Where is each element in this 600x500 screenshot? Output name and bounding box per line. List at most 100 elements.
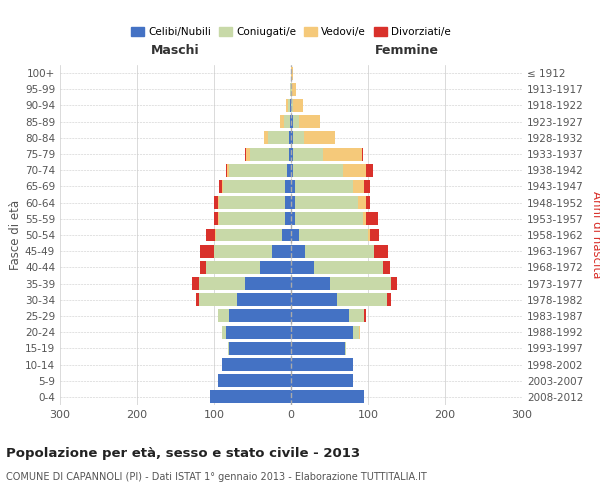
Text: COMUNE DI CAPANNOLI (PI) - Dati ISTAT 1° gennaio 2013 - Elaborazione TUTTITALIA.: COMUNE DI CAPANNOLI (PI) - Dati ISTAT 1°…: [6, 472, 427, 482]
Bar: [291, 261, 314, 274]
Bar: [291, 148, 293, 160]
Bar: [210, 390, 291, 404]
Bar: [299, 115, 320, 128]
Bar: [289, 148, 291, 160]
Bar: [358, 196, 365, 209]
Bar: [353, 326, 359, 338]
Bar: [220, 196, 285, 209]
Bar: [214, 196, 218, 209]
Bar: [367, 164, 373, 176]
Bar: [226, 326, 291, 338]
Bar: [229, 342, 291, 355]
Bar: [290, 115, 291, 128]
Bar: [226, 164, 227, 176]
Bar: [280, 115, 284, 128]
Bar: [223, 180, 285, 193]
Bar: [365, 196, 370, 209]
Bar: [293, 99, 302, 112]
Y-axis label: Fasce di età: Fasce di età: [9, 200, 22, 270]
Bar: [291, 374, 353, 387]
Bar: [214, 244, 272, 258]
Bar: [284, 115, 290, 128]
Bar: [314, 261, 383, 274]
Bar: [304, 132, 335, 144]
Bar: [345, 342, 346, 355]
Bar: [349, 310, 364, 322]
Bar: [264, 132, 268, 144]
Bar: [291, 342, 345, 355]
Bar: [220, 180, 222, 193]
Bar: [362, 148, 364, 160]
Bar: [291, 310, 349, 322]
Bar: [367, 212, 378, 226]
Bar: [220, 212, 285, 226]
Bar: [214, 212, 218, 226]
Bar: [228, 342, 229, 355]
Text: Maschi: Maschi: [151, 44, 200, 57]
Bar: [222, 326, 226, 338]
Bar: [222, 358, 291, 371]
Bar: [229, 310, 291, 322]
Text: Femmine: Femmine: [374, 44, 439, 57]
Bar: [227, 164, 229, 176]
Bar: [291, 196, 295, 209]
Bar: [222, 180, 223, 193]
Bar: [359, 326, 360, 338]
Bar: [291, 277, 329, 290]
Bar: [293, 115, 299, 128]
Bar: [293, 164, 343, 176]
Bar: [353, 180, 364, 193]
Bar: [268, 132, 289, 144]
Bar: [391, 277, 397, 290]
Bar: [374, 244, 388, 258]
Bar: [260, 261, 291, 274]
Bar: [272, 244, 291, 258]
Bar: [299, 228, 368, 241]
Bar: [291, 83, 292, 96]
Bar: [329, 277, 391, 290]
Bar: [291, 132, 293, 144]
Bar: [383, 261, 389, 274]
Bar: [295, 212, 362, 226]
Bar: [200, 261, 206, 274]
Bar: [364, 180, 370, 193]
Bar: [291, 99, 293, 112]
Bar: [291, 164, 293, 176]
Bar: [293, 132, 304, 144]
Bar: [291, 66, 293, 80]
Bar: [295, 196, 358, 209]
Legend: Celibi/Nubili, Coniugati/e, Vedovi/e, Divorziati/e: Celibi/Nubili, Coniugati/e, Vedovi/e, Di…: [127, 22, 455, 41]
Bar: [196, 294, 199, 306]
Bar: [199, 294, 237, 306]
Bar: [229, 164, 287, 176]
Bar: [337, 294, 387, 306]
Bar: [285, 180, 291, 193]
Bar: [193, 277, 199, 290]
Bar: [295, 180, 353, 193]
Bar: [237, 294, 291, 306]
Bar: [305, 244, 374, 258]
Bar: [247, 148, 250, 160]
Bar: [250, 148, 289, 160]
Bar: [343, 164, 367, 176]
Bar: [291, 115, 293, 128]
Bar: [291, 294, 337, 306]
Text: Popolazione per età, sesso e stato civile - 2013: Popolazione per età, sesso e stato civil…: [6, 448, 360, 460]
Bar: [282, 228, 291, 241]
Bar: [245, 148, 247, 160]
Bar: [245, 277, 291, 290]
Bar: [291, 358, 353, 371]
Bar: [287, 164, 291, 176]
Bar: [291, 228, 299, 241]
Bar: [217, 228, 282, 241]
Bar: [293, 148, 323, 160]
Bar: [288, 99, 290, 112]
Bar: [364, 310, 365, 322]
Bar: [218, 196, 220, 209]
Bar: [387, 294, 391, 306]
Bar: [289, 132, 291, 144]
Bar: [362, 212, 367, 226]
Y-axis label: Anni di nascita: Anni di nascita: [590, 192, 600, 278]
Bar: [286, 99, 288, 112]
Bar: [206, 228, 215, 241]
